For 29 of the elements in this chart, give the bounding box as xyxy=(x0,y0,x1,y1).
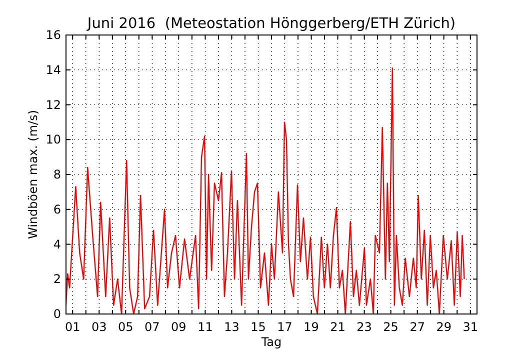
y-tick-label: 12 xyxy=(46,98,61,112)
x-tick-label: 05 xyxy=(118,320,134,334)
x-tick-label: 07 xyxy=(144,320,160,334)
x-tick-label: 03 xyxy=(92,320,107,334)
x-axis-title: Tag xyxy=(260,335,282,349)
y-tick-label: 6 xyxy=(53,202,61,216)
chart-title: Juni 2016 (Meteostation Hönggerberg/ETH Zürich) xyxy=(86,16,456,32)
x-tick-label: 19 xyxy=(304,320,319,334)
x-tick-label: 27 xyxy=(410,320,425,334)
y-tick-label: 2 xyxy=(53,272,61,286)
x-tick-label: 21 xyxy=(330,320,346,334)
y-tick-label: 14 xyxy=(46,62,61,77)
y-axis-title: Windböen max. (m/s) xyxy=(26,110,40,240)
x-tick-label: 11 xyxy=(198,320,213,334)
line-series xyxy=(66,68,465,314)
x-tick-label: 23 xyxy=(356,320,372,334)
x-tick-label: 01 xyxy=(64,320,80,334)
x-tick-label: 15 xyxy=(250,320,266,334)
x-tick-label: 17 xyxy=(277,320,292,334)
x-tick-label: 09 xyxy=(171,320,186,334)
y-tick-label: 16 xyxy=(46,28,61,42)
y-tick-label: 10 xyxy=(46,132,61,147)
x-tick-label: 13 xyxy=(224,320,240,334)
y-tick-label: 4 xyxy=(53,237,61,252)
x-tick-label: 31 xyxy=(462,320,478,334)
x-tick-label: 25 xyxy=(383,320,398,334)
x-tick-label: 29 xyxy=(436,320,452,334)
y-tick-label: 8 xyxy=(53,168,61,182)
y-tick-label: 0 xyxy=(53,307,61,321)
